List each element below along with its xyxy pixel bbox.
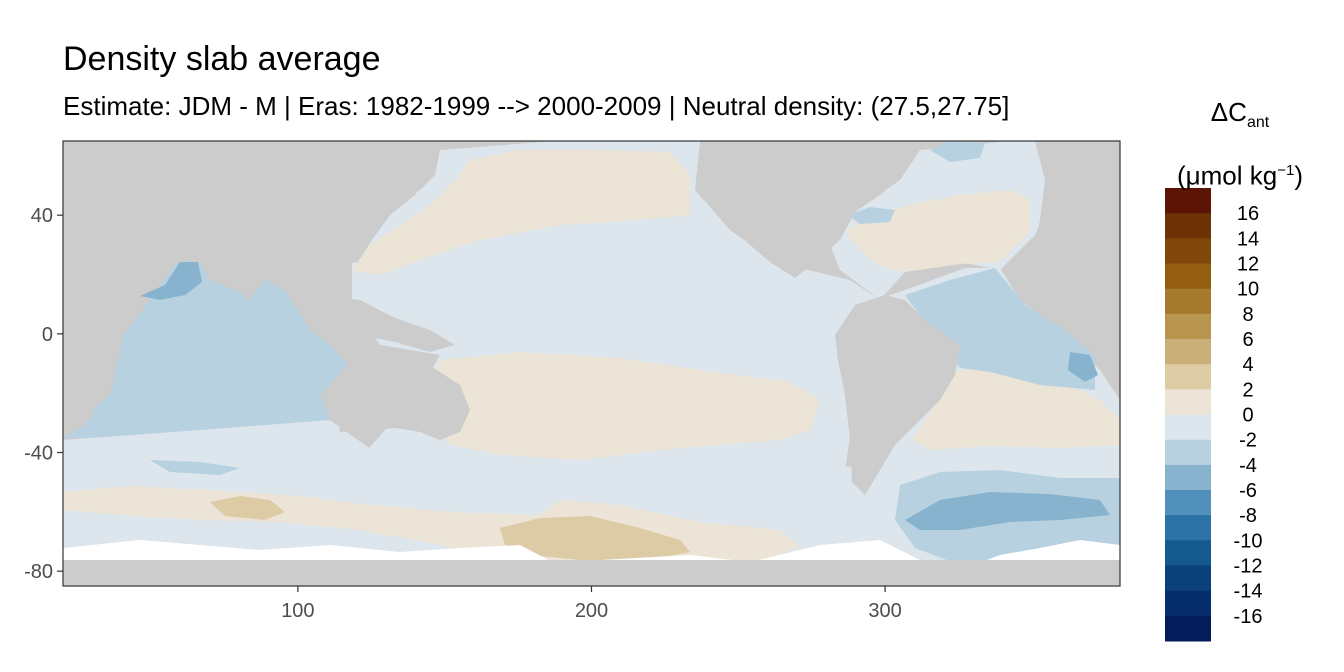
x-tick-label: 100 [281,600,314,622]
legend-tick-label: -2 [1239,430,1257,452]
ocean-layer [63,141,1120,586]
legend-swatch [1165,188,1211,214]
legend-swatch [1165,313,1211,340]
legend-tick-label: 14 [1237,228,1259,250]
legend-title-quantity: ΔCant [1210,97,1270,132]
legend-tick-label: -6 [1239,480,1257,502]
australia [335,360,470,440]
legend-swatch [1165,238,1211,264]
weddell-deep-cool-patch [905,492,1110,530]
greenland-sea-cool-patch [930,141,985,162]
legend-swatch [1165,540,1211,566]
legend-swatch [1165,364,1211,390]
africa [63,300,120,436]
legend-tick-label: -14 [1234,581,1263,603]
south-pacific-warm-patch [425,352,820,460]
legend-swatch [1165,339,1211,365]
legend-tick-label: 12 [1237,254,1259,276]
legend-swatch [1165,490,1211,516]
legend-swatch [1165,464,1211,491]
legend-tick-label: 16 [1237,203,1259,225]
eurasia [63,141,440,292]
legend-swatch [1165,615,1211,642]
legend-title-unit: (μmol kg−1) [1177,160,1303,191]
kerguelen-warm-patch [210,496,285,520]
legend-tick-label: 6 [1242,329,1253,351]
legend-swatch [1165,288,1211,315]
south-america [835,295,960,495]
south-indian-cool-streak [150,460,240,475]
legend-swatch [1165,590,1211,617]
color-legend-bar [1165,188,1211,642]
chart-subtitle: Estimate: JDM - M | Eras: 1982-1999 --> … [63,91,1010,121]
greenland-europe [1030,141,1120,330]
maritime-continent [300,296,455,352]
color-legend-labels: 16 14 12 10 8 6 4 2 0 -2 -4 -6 -8 -10 -12 -14 -16 [1234,203,1263,628]
y-tick-label: 40 [31,205,53,227]
antarctica [63,560,1120,586]
x-tick-label: 200 [575,600,608,622]
antarctic-coast-gap [63,540,1120,570]
x-tick-label: 300 [868,600,901,622]
legend-title: ΔCant (μmol kg−1) [1150,88,1330,200]
north-america [700,141,910,278]
legend-swatch [1165,565,1211,592]
gulf-of-guinea-cool-patch [1068,352,1098,382]
ross-sea-warm-patch [500,516,690,562]
arabian-sea-cool-patch [140,262,202,300]
legend-tick-label: -4 [1239,455,1257,477]
legend-tick-label: -16 [1234,606,1263,628]
legend-swatch [1165,439,1211,466]
legend-tick-label: 0 [1242,405,1253,427]
legend-swatch [1165,213,1211,239]
chart-title: Density slab average [63,40,381,78]
legend-swatch [1165,263,1211,290]
legend-tick-label: 10 [1237,279,1259,301]
legend-tick-label: -8 [1239,505,1257,527]
legend-tick-label: 2 [1242,379,1253,401]
legend-tick-label: 8 [1242,304,1253,326]
north-pacific-warm-patch [352,150,690,275]
legend-swatch [1165,515,1211,541]
legend-tick-label: -10 [1234,530,1263,552]
indian-ocean [63,258,348,440]
legend-swatch [1165,389,1211,415]
legend-tick-label: -12 [1234,556,1263,578]
y-tick-label: 0 [42,324,53,346]
legend-swatch [1165,414,1211,441]
y-tick-label: -40 [24,443,53,465]
y-tick-label: -80 [24,561,53,583]
labrador-cool-patch [848,207,895,224]
legend-tick-label: 4 [1242,354,1253,376]
map-panel [62,140,1121,587]
tropical-atlantic-cool-patch [905,268,1095,390]
